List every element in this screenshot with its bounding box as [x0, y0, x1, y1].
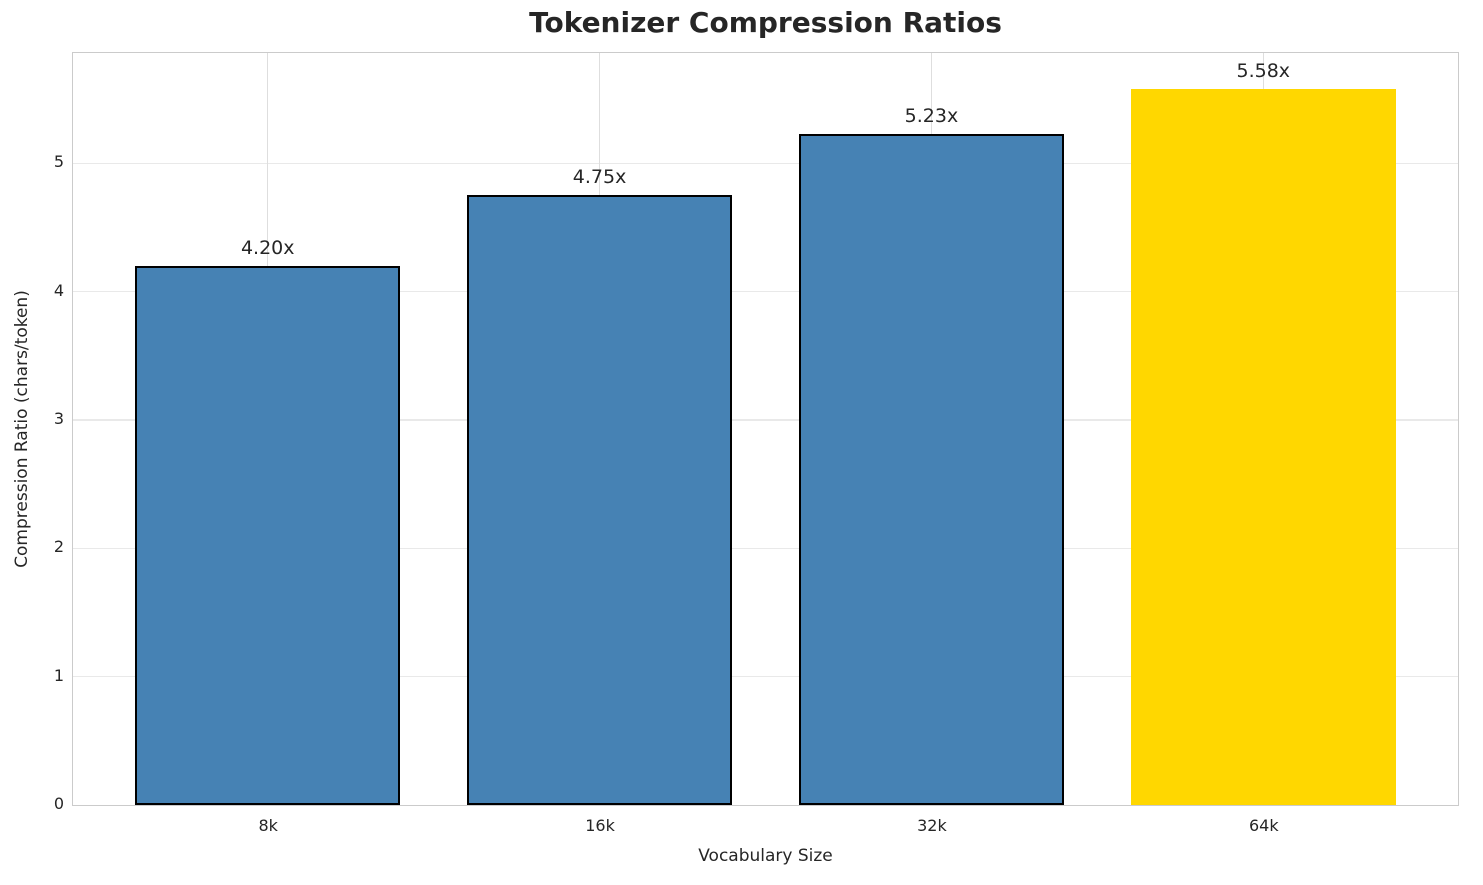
- y-tick-label: 5: [53, 152, 64, 172]
- y-tick-label: 4: [53, 280, 64, 300]
- y-tick-label: 0: [53, 794, 64, 813]
- bar-32k: [798, 133, 1065, 805]
- plot-area: 4.20x 4.75x 5.23x 5.58x: [72, 52, 1459, 806]
- y-tick-label: 1: [53, 665, 64, 685]
- bar-value-label: 5.58x: [1236, 59, 1291, 82]
- x-tick-label: 8k: [258, 816, 278, 835]
- x-tick-label: 16k: [585, 816, 615, 835]
- x-tick-label: 32k: [917, 816, 947, 835]
- y-gridline: [73, 675, 1458, 678]
- y-tick-label: 2: [53, 537, 64, 557]
- y-gridline: [73, 162, 1458, 165]
- bar-8k: [134, 266, 401, 805]
- y-gridline: [73, 547, 1458, 550]
- chart-title: Tokenizer Compression Ratios: [529, 6, 1002, 39]
- bar-64k: [1130, 88, 1396, 805]
- bar-value-label: 4.20x: [240, 237, 295, 260]
- bar-16k: [466, 195, 733, 805]
- y-gridline: [73, 290, 1458, 293]
- y-gridline: [73, 419, 1458, 421]
- x-tick-label: 64k: [1248, 816, 1279, 835]
- x-axis-label: Vocabulary Size: [698, 846, 833, 866]
- bar-value-label: 5.23x: [904, 104, 959, 127]
- bar-value-label: 4.75x: [572, 166, 627, 189]
- y-tick-label: 3: [53, 409, 64, 429]
